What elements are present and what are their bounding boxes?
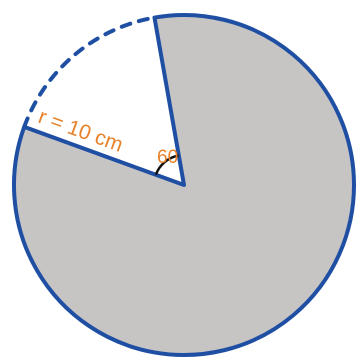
missing-sector-dashed-arc — [22, 15, 157, 129]
angle-label: 60 — [157, 147, 178, 168]
shaded-major-sector — [12, 13, 356, 357]
angle-marker-arc — [154, 154, 180, 176]
